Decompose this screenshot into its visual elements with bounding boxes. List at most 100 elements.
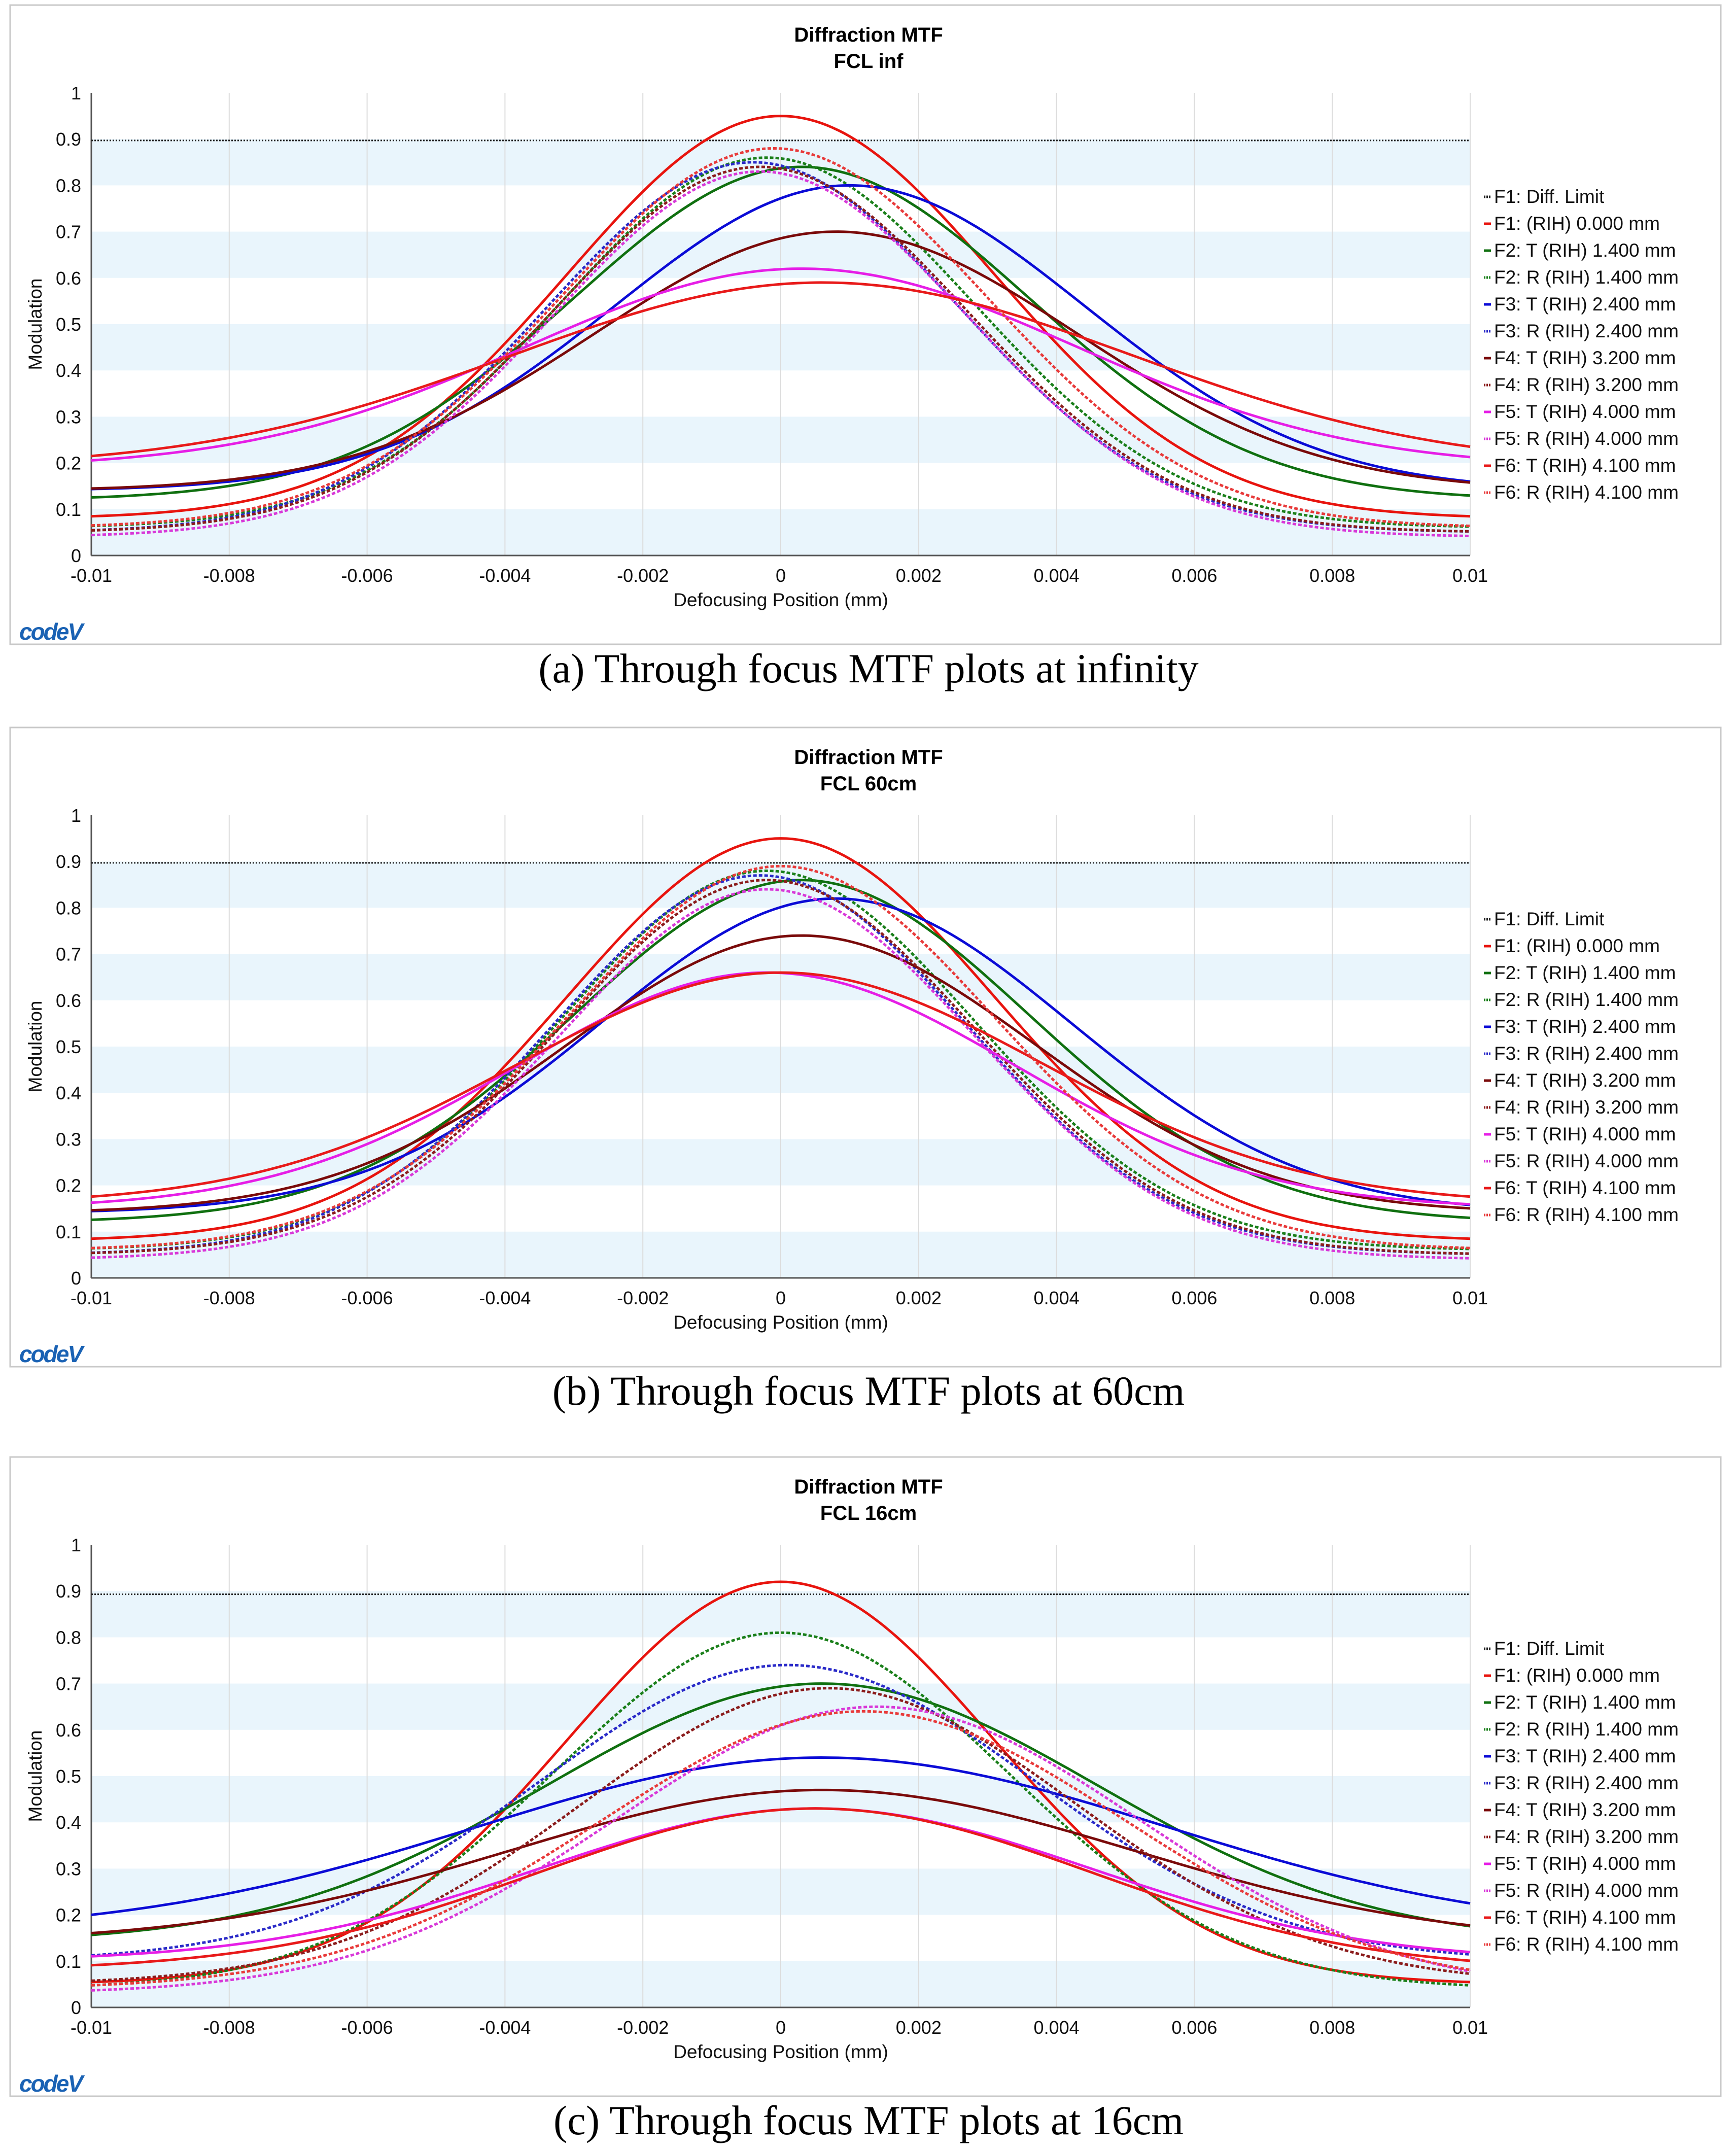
x-tick-label: -0.01 <box>71 1288 112 1308</box>
y-tick-label: 0.7 <box>56 944 81 965</box>
chart-subtitle: FCL 60cm <box>820 773 917 795</box>
x-tick-label: -0.006 <box>341 1288 393 1308</box>
legend-label: F6: T (RIH) 4.100 mm <box>1494 455 1676 476</box>
x-tick-label: 0.01 <box>1452 2017 1488 2038</box>
y-tick-label: 0.6 <box>56 990 81 1011</box>
legend-label: F2: R (RIH) 1.400 mm <box>1494 989 1679 1010</box>
x-tick-label: -0.004 <box>479 1288 531 1308</box>
legend-label: F1: (RIH) 0.000 mm <box>1494 213 1660 234</box>
x-tick-label: -0.008 <box>203 565 255 586</box>
y-tick-label: 0.8 <box>56 175 81 196</box>
x-tick-label: -0.008 <box>203 1288 255 1308</box>
panel-frame <box>9 726 1722 1368</box>
x-tick-label: 0.008 <box>1309 1288 1355 1308</box>
legend-label: F5: R (RIH) 4.000 mm <box>1494 1151 1679 1171</box>
y-axis-label: Modulation <box>25 1730 46 1822</box>
series-line-4 <box>91 184 1471 491</box>
legend-label: F2: R (RIH) 1.400 mm <box>1494 1719 1679 1740</box>
x-tick-label: 0.002 <box>896 1288 942 1308</box>
y-axis-label: Modulation <box>25 278 46 370</box>
legend-label: F3: T (RIH) 2.400 mm <box>1494 294 1676 315</box>
y-tick-label: 0 <box>71 1268 81 1289</box>
series-line-11 <box>91 147 1471 528</box>
series-line-6 <box>91 934 1471 1212</box>
legend-label: F4: R (RIH) 3.200 mm <box>1494 1097 1679 1118</box>
y-tick-label: 0.6 <box>56 1720 81 1741</box>
y-tick-label: 0.3 <box>56 406 81 427</box>
y-tick-label: 0.8 <box>56 1627 81 1648</box>
series-line-1 <box>91 837 1471 1240</box>
x-tick-label: -0.002 <box>617 565 669 586</box>
y-tick-label: 0.2 <box>56 1905 81 1926</box>
y-tick-label: 1 <box>71 805 81 826</box>
series-line-7 <box>91 879 1471 1255</box>
y-tick-label: 0.4 <box>56 1812 81 1833</box>
legend-label: F3: R (RIH) 2.400 mm <box>1494 321 1679 341</box>
chart-subtitle: FCL inf <box>834 50 904 73</box>
legend-label: F5: T (RIH) 4.000 mm <box>1494 1853 1676 1874</box>
figure-caption: (c) Through focus MTF plots at 16cm <box>553 2097 1184 2143</box>
codev-logo: codeV <box>19 618 85 645</box>
series-line-6 <box>91 1788 1471 1934</box>
legend-label: F5: R (RIH) 4.000 mm <box>1494 1880 1679 1901</box>
legend-label: F4: R (RIH) 3.200 mm <box>1494 1826 1679 1847</box>
series-line-6 <box>91 230 1471 490</box>
series-line-10 <box>91 971 1471 1198</box>
series-line-1 <box>91 1580 1471 1984</box>
series-line-9 <box>91 888 1471 1260</box>
legend-label: F4: T (RIH) 3.200 mm <box>1494 1799 1676 1820</box>
legend-label: F4: T (RIH) 3.200 mm <box>1494 1070 1676 1091</box>
legend-label: F6: R (RIH) 4.100 mm <box>1494 482 1679 503</box>
legend-label: F2: T (RIH) 1.400 mm <box>1494 1692 1676 1713</box>
legend-label: F3: T (RIH) 2.400 mm <box>1494 1016 1676 1037</box>
x-axis-label: Defocusing Position (mm) <box>673 1312 888 1333</box>
legend-label: F1: (RIH) 0.000 mm <box>1494 935 1660 956</box>
chart-title: Diffraction MTF <box>794 1476 943 1498</box>
legend-label: F2: T (RIH) 1.400 mm <box>1494 240 1676 261</box>
y-tick-label: 0.7 <box>56 222 81 242</box>
legend-label: F6: R (RIH) 4.100 mm <box>1494 1204 1679 1225</box>
chart-panel-1: Diffraction MTF FCL inf 0 0.1 0.2 0.3 0.4 0.5 0.… <box>9 4 1722 691</box>
series-line-8 <box>91 267 1471 462</box>
y-tick-label: 0.2 <box>56 1175 81 1196</box>
legend-label: F3: R (RIH) 2.400 mm <box>1494 1773 1679 1793</box>
panel-frame <box>9 1456 1722 2097</box>
x-tick-label: 0.006 <box>1171 1288 1217 1308</box>
y-tick-label: 0.9 <box>56 129 81 150</box>
series-line-3 <box>91 156 1471 528</box>
series-line-10 <box>91 281 1471 458</box>
y-tick-label: 0 <box>71 545 81 566</box>
x-tick-label: 0.004 <box>1034 2017 1080 2038</box>
y-tick-label: 0.4 <box>56 1083 81 1103</box>
series-line-9 <box>91 1705 1471 1992</box>
panel-frame <box>9 4 1722 645</box>
y-tick-label: 0.5 <box>56 1036 81 1057</box>
x-tick-label: 0.006 <box>1171 565 1217 586</box>
x-tick-label: -0.008 <box>203 2017 255 2038</box>
chart-title: Diffraction MTF <box>794 24 943 46</box>
legend-label: F2: R (RIH) 1.400 mm <box>1494 267 1679 288</box>
x-tick-label: 0.004 <box>1034 565 1080 586</box>
x-tick-label: -0.004 <box>479 2017 531 2038</box>
series-line-9 <box>91 170 1471 537</box>
y-tick-label: 1 <box>71 83 81 103</box>
legend-label: F4: R (RIH) 3.200 mm <box>1494 374 1679 395</box>
x-tick-label: -0.004 <box>479 565 531 586</box>
y-tick-label: 0.5 <box>56 1766 81 1787</box>
x-tick-label: -0.01 <box>71 565 112 586</box>
series-line-3 <box>91 1631 1471 1987</box>
y-tick-label: 0.1 <box>56 499 81 520</box>
x-tick-label: -0.006 <box>341 2017 393 2038</box>
series-line-11 <box>91 1710 1471 1987</box>
series-line-10 <box>91 1807 1471 1967</box>
y-tick-label: 0.3 <box>56 1858 81 1879</box>
x-tick-label: 0.008 <box>1309 2017 1355 2038</box>
y-tick-label: 0.6 <box>56 268 81 289</box>
y-tick-label: 0.7 <box>56 1674 81 1694</box>
series-line-4 <box>91 897 1471 1212</box>
codev-logo: codeV <box>19 2070 85 2097</box>
x-tick-label: 0.01 <box>1452 565 1488 586</box>
series-line-2 <box>91 1682 1471 1936</box>
chart-subtitle: FCL 16cm <box>820 1502 917 1524</box>
figure-caption: (b) Through focus MTF plots at 60cm <box>552 1368 1185 1414</box>
